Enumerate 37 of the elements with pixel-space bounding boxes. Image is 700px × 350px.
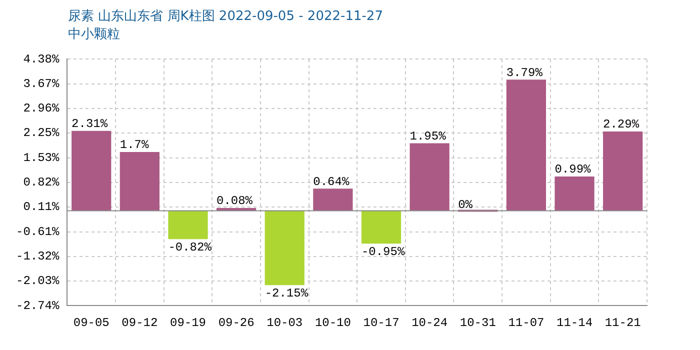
data-label: 1.7% <box>120 138 150 152</box>
data-label: 0% <box>458 198 474 212</box>
data-label: 2.29% <box>603 118 640 132</box>
data-label: 0.08% <box>216 194 254 208</box>
data-label: 2.31% <box>72 117 108 132</box>
x-tick-label: 10-10 <box>314 316 351 330</box>
data-label: 1.95% <box>410 129 447 144</box>
y-tick-label: 4.38% <box>23 52 60 66</box>
x-tick-label: 10-17 <box>363 316 400 330</box>
x-tick-label: 10-24 <box>412 316 448 330</box>
y-tick-label: -0.61% <box>16 225 60 240</box>
data-label: -0.82% <box>168 240 212 254</box>
data-label: 0.99% <box>554 162 592 177</box>
x-tick-label: 09-26 <box>218 316 254 330</box>
y-tick-label: -1.32% <box>16 250 60 264</box>
x-tick-label: 10-03 <box>266 316 303 330</box>
y-tick-label: 0.11% <box>23 200 60 214</box>
y-tick-label: 1.53% <box>23 151 60 165</box>
x-tick-label: 10-31 <box>460 316 496 330</box>
y-tick-label: -2.03% <box>16 274 60 288</box>
y-tick-label: 2.25% <box>23 126 60 140</box>
x-tick-label: 11-07 <box>508 316 544 330</box>
x-tick-label: 09-19 <box>170 316 206 330</box>
y-tick-label: 0.82% <box>23 176 60 190</box>
x-tick-label: 09-05 <box>73 316 110 330</box>
y-tick-label: 3.67% <box>23 76 60 91</box>
x-tick-label: 09-12 <box>122 316 158 330</box>
data-label: 3.79% <box>506 66 544 80</box>
data-label: -0.95% <box>361 244 406 259</box>
y-tick-label: 2.96% <box>23 102 60 116</box>
x-tick-label: 11-14 <box>556 316 593 330</box>
chart-subtitle: 中小颗粒 <box>67 26 121 44</box>
y-tick-label: -2.74% <box>16 298 60 313</box>
chart-title: 尿素 山东山东省 周K柱图 2022-09-05 - 2022-11-27 <box>67 8 384 26</box>
x-tick-label: 11-21 <box>604 316 641 330</box>
data-label: 0.64% <box>313 174 350 189</box>
data-label: -2.15% <box>264 286 309 300</box>
